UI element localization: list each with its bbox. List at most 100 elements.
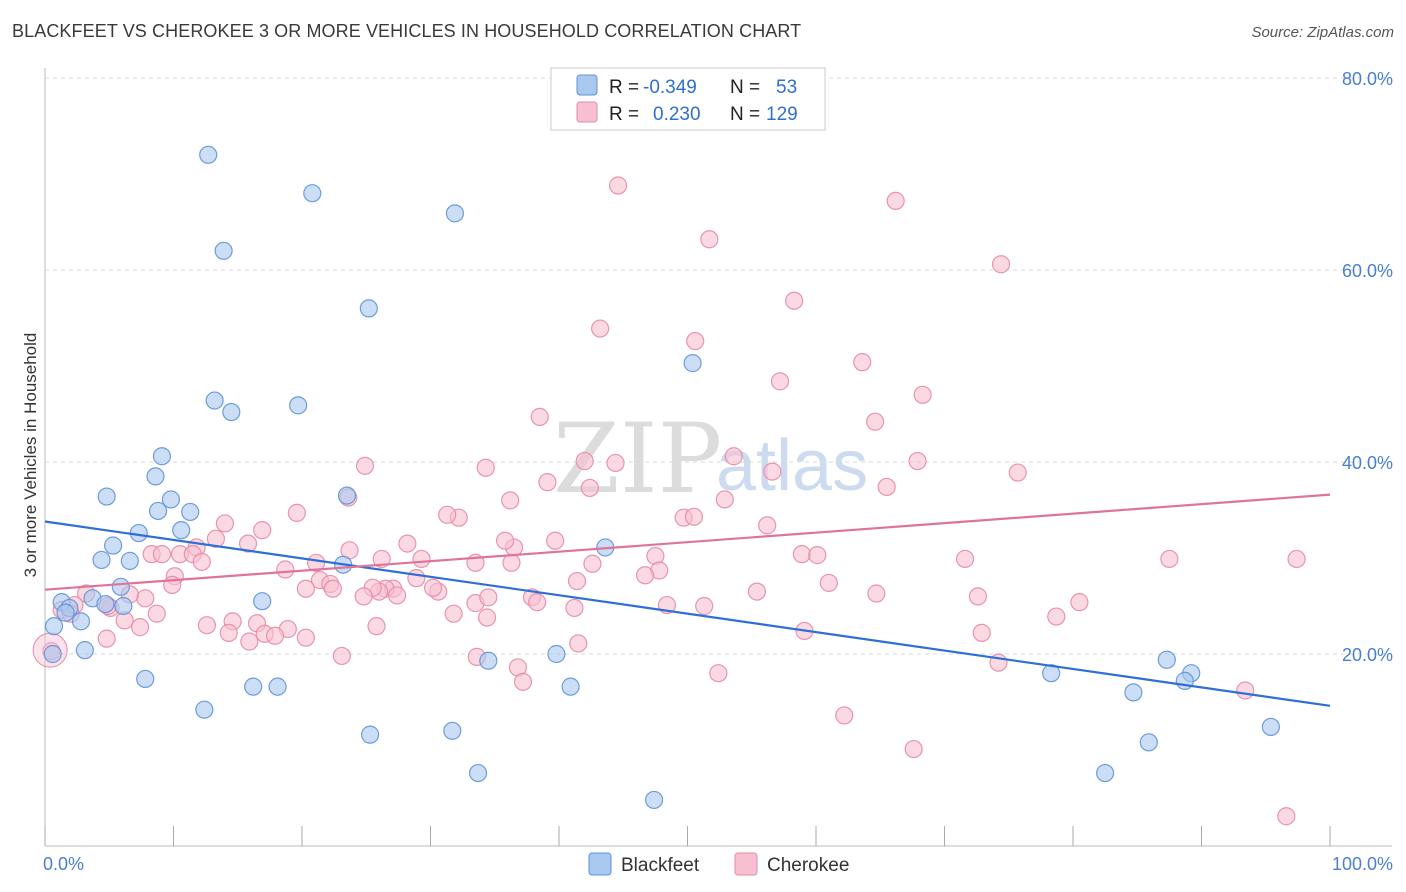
blackfeet-point-11: [97, 487, 116, 506]
cherokee-point-47: [792, 545, 811, 564]
cherokee-point-17: [763, 462, 782, 481]
cherokee-point-4: [785, 291, 804, 310]
cherokee-point-81: [387, 586, 407, 605]
cherokee-point-124: [1236, 681, 1255, 700]
blackfeet-point-7: [222, 402, 241, 422]
cherokee-point-59: [583, 554, 602, 573]
cherokee-point-3: [991, 255, 1011, 274]
x-tick-label-min: 0.0%: [43, 854, 84, 874]
blackfeet-point-2: [445, 204, 465, 223]
blackfeet-point-0: [199, 145, 218, 164]
blackfeet-point-29: [56, 603, 75, 622]
blackfeet-point-13: [337, 486, 357, 505]
legend-n-value-2: 129: [766, 104, 798, 125]
cherokee-point-103: [477, 608, 497, 627]
blackfeet-point-16: [172, 521, 191, 540]
cherokee-point-34: [206, 529, 226, 548]
cherokee-points: [32, 176, 1306, 826]
series-legend-swatch-blackfeet: [588, 852, 612, 876]
cherokee-point-51: [1287, 549, 1306, 569]
blackfeet-point-15: [181, 502, 200, 522]
blackfeet-point-9: [152, 447, 172, 466]
cherokee-point-89: [479, 588, 498, 607]
legend-r-label-2: R =: [609, 104, 639, 125]
cherokee-point-61: [635, 566, 655, 585]
cherokee-point-28: [684, 507, 704, 526]
cherokee-point-113: [97, 629, 116, 648]
chart-title: BLACKFEET VS CHEROKEE 3 OR MORE VEHICLES…: [12, 21, 802, 41]
cherokee-point-26: [438, 505, 457, 524]
cherokee-point-127: [1277, 807, 1296, 826]
cherokee-point-72: [423, 578, 443, 597]
cherokee-point-24: [715, 490, 734, 509]
blackfeet-point-5: [683, 354, 702, 373]
cherokee-point-5: [591, 319, 610, 338]
cherokee-point-1: [886, 191, 905, 210]
blackfeet-point-20: [120, 551, 139, 570]
legend-r-label-1: R =: [609, 77, 639, 98]
cherokee-point-42: [398, 534, 417, 553]
blackfeet-point-31: [71, 612, 91, 631]
cherokee-point-68: [296, 579, 315, 598]
cherokee-point-33: [253, 521, 272, 540]
cherokee-point-110: [296, 628, 315, 647]
cherokee-point-50: [1160, 549, 1179, 569]
blackfeet-trend-line: [44, 520, 1331, 707]
cherokee-point-48: [808, 546, 827, 565]
blackfeet-point-47: [443, 721, 462, 740]
blackfeet-point-33: [75, 641, 94, 660]
series-legend-label-cherokee: Cherokee: [767, 855, 849, 876]
blackfeet-point-48: [361, 725, 380, 744]
cherokee-point-21: [580, 478, 599, 498]
cherokee-point-55: [407, 569, 426, 588]
blackfeet-point-3: [214, 241, 233, 260]
cherokee-point-119: [332, 646, 351, 666]
cherokee-point-44: [495, 531, 515, 550]
cherokee-point-86: [136, 589, 155, 608]
blackfeet-point-10: [146, 467, 165, 486]
legend-n-value-1: 53: [776, 77, 797, 98]
blackfeet-point-53: [644, 790, 664, 810]
cherokee-point-126: [904, 739, 923, 759]
cherokee-point-45: [546, 531, 565, 550]
blackfeet-point-50: [1139, 733, 1158, 752]
cherokee-point-76: [747, 582, 766, 601]
cherokee-point-125: [835, 706, 854, 725]
cherokee-point-54: [412, 549, 431, 569]
x-tick-label-max: 100.0%: [1332, 854, 1393, 874]
cherokee-point-122: [709, 664, 728, 683]
cherokee-point-31: [355, 456, 375, 475]
cherokee-point-19: [1008, 463, 1027, 482]
cherokee-point-112: [240, 632, 259, 651]
cherokee-point-32: [215, 514, 234, 533]
cherokee-point-10: [530, 407, 549, 426]
blackfeet-point-1: [303, 184, 322, 203]
legend-n-label-1: N =: [730, 77, 760, 98]
blackfeet-point-18: [104, 536, 123, 555]
cherokee-point-73: [567, 571, 587, 591]
blackfeet-point-51: [468, 763, 488, 783]
legend-r-value-1: -0.349: [643, 77, 697, 98]
cherokee-point-115: [972, 623, 991, 642]
blackfeet-point-45: [1124, 683, 1143, 702]
cherokee-point-7: [853, 353, 872, 372]
cherokee-point-117: [1047, 607, 1066, 626]
source-credit: Source: ZipAtlas.com: [1251, 24, 1394, 41]
blackfeet-point-46: [195, 700, 214, 719]
cherokee-point-6: [686, 331, 705, 351]
gridlines: [45, 77, 1392, 655]
cherokee-point-49: [955, 549, 975, 569]
blackfeet-point-42: [244, 677, 263, 696]
cherokee-point-82: [354, 587, 373, 606]
cherokee-point-102: [444, 604, 463, 623]
blackfeet-points: [43, 145, 1280, 810]
watermark-atlas: atlas: [716, 426, 868, 506]
blackfeet-point-43: [268, 677, 287, 696]
cherokee-point-13: [476, 458, 495, 477]
cherokee-point-20: [877, 477, 896, 497]
cherokee-point-29: [758, 516, 777, 535]
series-legend-label-blackfeet: Blackfeet: [621, 855, 700, 876]
blackfeet-point-4: [359, 299, 378, 318]
blackfeet-point-12: [161, 490, 181, 509]
